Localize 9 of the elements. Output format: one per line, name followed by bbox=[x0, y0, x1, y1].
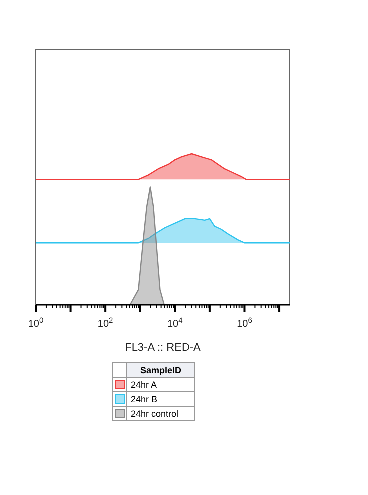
x-tick-label: 10$^{0}$ bbox=[28, 316, 44, 330]
x-tick-label: 10$^{4}$ bbox=[168, 316, 183, 330]
legend-label: 24hr B bbox=[131, 394, 158, 404]
legend-label: 24hr control bbox=[131, 409, 179, 419]
x-axis-title: FL3-A :: RED-A bbox=[125, 342, 202, 354]
legend-title: SampleID bbox=[140, 366, 182, 376]
x-tick-label: 10$^{6}$ bbox=[237, 316, 252, 330]
legend-label: 24hr A bbox=[131, 380, 158, 390]
x-tick-label: 10$^{2}$ bbox=[98, 316, 114, 330]
